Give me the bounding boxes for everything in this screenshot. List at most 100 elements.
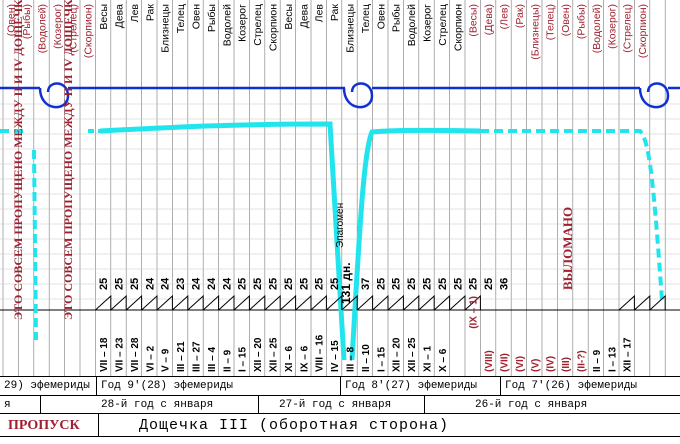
zodiac-label: (Близнецы) (529, 4, 541, 60)
day-count: 25 (114, 278, 126, 290)
date-label: IV – 15 (330, 340, 341, 372)
day-count: 23 (175, 278, 187, 290)
zigzag-mark (356, 294, 374, 311)
day-count: 25 (252, 278, 264, 290)
date-label: VII – 18 (99, 337, 110, 372)
zigzag-mark (279, 294, 297, 311)
tablet-title: Дощечка III (оборотная сторона) (98, 414, 680, 436)
day-count: 25 (468, 278, 480, 290)
zigzag-mark (449, 294, 466, 311)
date-label: XII – 25 (407, 337, 418, 372)
zodiac-label: (Телец) (545, 4, 557, 40)
day-count: 25 (483, 278, 495, 290)
day-count: 25 (129, 278, 141, 290)
date-label: I – 13 (607, 347, 618, 372)
gap-label: ПРОПУСК (8, 418, 80, 433)
zodiac-label: (Весы) (468, 4, 480, 37)
year-row: я 28-й год с января 27-й год с января 26… (0, 395, 680, 413)
zigzag-mark (249, 294, 266, 311)
date-label: (VI) (515, 356, 526, 372)
day-count: 25 (329, 278, 341, 290)
date-label: XII – 25 (269, 337, 280, 372)
zodiac-label: Рыбы (206, 4, 218, 32)
year-cell: 27-й год с января (258, 396, 445, 413)
zodiac-label: Скорпион (268, 4, 280, 51)
year-cell: 28-й год с января (40, 396, 321, 413)
date-label: IX – 6 (299, 345, 310, 372)
zodiac-label: (Лев) (499, 4, 511, 29)
zodiac-label: (Водолей) (591, 4, 603, 53)
zigzag-mark (618, 294, 635, 311)
date-label: II – 9 (222, 349, 233, 372)
date-label: VIII – 16 (315, 334, 326, 372)
extra-date: (IX – 1) (469, 296, 480, 329)
day-count: 24 (160, 277, 172, 290)
zodiac-label: (Дева) (483, 4, 495, 35)
date-label: (VII) (500, 353, 511, 372)
days-label: 131 дн. (339, 262, 353, 304)
date-label: X – 6 (438, 348, 449, 372)
day-count: 25 (406, 278, 418, 290)
zodiac-label: (Рак) (514, 4, 526, 28)
zodiac-label: Стрелец (252, 4, 264, 46)
zigzag-mark (141, 294, 158, 311)
zigzag-mark (341, 294, 358, 311)
day-count: 25 (452, 278, 464, 290)
date-label: (III) (561, 357, 572, 372)
zodiac-label: (Овен) (560, 4, 572, 36)
ephemeris-cell: Год 7'(26) эфемериды (500, 377, 680, 395)
zodiac-label: (Стрелец) (622, 4, 634, 53)
day-count: 24 (206, 277, 218, 290)
zodiac-label: Водолей (406, 4, 418, 46)
year-cell: я (4, 399, 11, 411)
day-count: 24 (144, 277, 156, 290)
date-label: II – 9 (592, 349, 603, 372)
zodiac-label: Овен (191, 4, 203, 29)
zodiac-label: Телец (360, 4, 372, 33)
date-label: (IV) (546, 356, 557, 372)
zigzag-mark (649, 294, 666, 311)
date-label: (V) (530, 359, 541, 372)
zodiac-label: Близнецы (345, 4, 357, 53)
epagomen-label: Эпагомен (335, 203, 346, 248)
zigzag-mark (372, 294, 389, 311)
zodiac-label: (Водолей) (37, 4, 49, 53)
zigzag-mark (233, 294, 250, 311)
day-count: 36 (499, 278, 511, 290)
zodiac-label: Лев (129, 4, 141, 23)
zigzag-mark (310, 294, 327, 311)
zodiac-label: Весы (283, 4, 295, 30)
zodiac-label: (Скорпион) (637, 4, 649, 58)
day-count: 25 (268, 278, 280, 290)
zodiac-label: Скорпион (452, 4, 464, 51)
zigzag-mark (326, 294, 343, 311)
zodiac-label: Дева (114, 4, 126, 28)
zigzag-mark (634, 294, 651, 311)
cyan-curve (99, 121, 347, 361)
date-label: XII – 17 (623, 337, 634, 372)
title-row: ПРОПУСК Дощечка III (оборотная сторона) (0, 413, 680, 437)
zodiac-label: (Стрелец) (67, 4, 79, 53)
zodiac-label: Рак (329, 4, 341, 21)
zodiac-label: Телец (175, 4, 187, 33)
blue-loop (38, 82, 70, 109)
zodiac-label: Стрелец (437, 4, 449, 46)
date-label: (VIII) (484, 350, 495, 372)
zigzag-mark (125, 294, 143, 311)
ephemeris-cell: Год 9'(28) эфемериды (96, 377, 345, 395)
date-label: I – 15 (238, 347, 249, 372)
left-note-1: ЭТО СОВСЕМ ПРОПУЩЕНО МЕЖДУ II И IV ДОЩЕЧ… (11, 0, 25, 320)
zigzag-mark (295, 294, 312, 311)
zigzag-mark (218, 294, 235, 311)
day-count: 25 (422, 278, 434, 290)
zigzag-mark (172, 294, 189, 311)
zigzag-mark (156, 294, 173, 311)
zodiac-label: (Козерог) (606, 4, 618, 49)
missing-label: ВЫЛОМАНО (560, 207, 575, 290)
date-label: III – 21 (176, 341, 187, 372)
zodiac-label: Близнецы (160, 4, 172, 53)
day-count: 25 (283, 278, 295, 290)
date-label: XII – 20 (392, 337, 403, 372)
zigzag-mark (110, 294, 127, 311)
cyan-curve (349, 127, 481, 361)
